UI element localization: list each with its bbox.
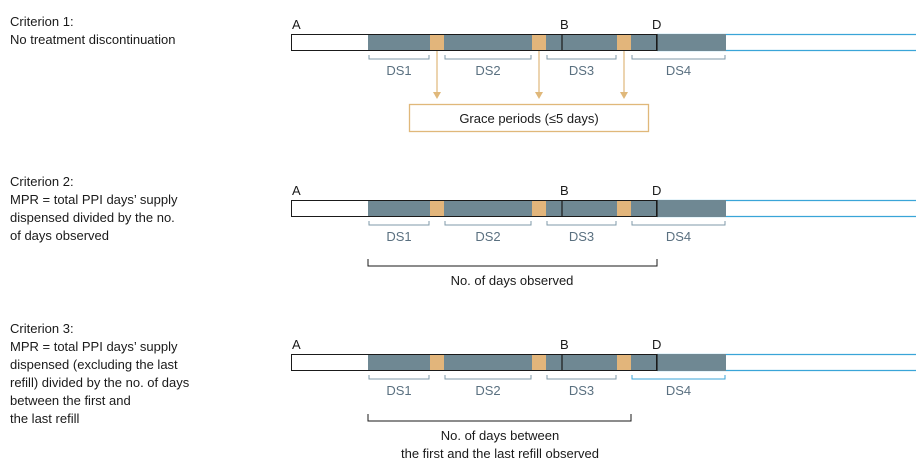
criterion-1-text: Criterion 1: No treatment discontinuatio… (10, 13, 175, 49)
marker-b-row-1: B (560, 17, 569, 32)
grace-periods-box (408, 103, 650, 133)
ds4-bracket (631, 375, 726, 380)
ds1-bracket (368, 55, 430, 60)
grace-period-3 (617, 200, 631, 217)
ds1-label: DS1 (386, 229, 411, 244)
criterion-3-description-line-2: dispensed (excluding the last (10, 357, 178, 372)
ds4-label: DS4 (666, 63, 691, 78)
marker-d-row-1: D (652, 17, 661, 32)
supply-bar (368, 34, 726, 51)
ds1-bracket (368, 375, 430, 380)
ds4-label: DS4 (666, 383, 691, 398)
criterion-3-title: Criterion 3: (10, 321, 74, 336)
criterion-3-description-line-3: refill) divided by the no. of days (10, 375, 190, 390)
criterion-2-description-line-1: MPR = total PPI days’ supply (10, 192, 178, 207)
ds1-bracket (368, 221, 430, 226)
criterion-2-description-line-2: dispensed divided by the no. (10, 210, 175, 225)
ds2-label: DS2 (475, 229, 500, 244)
criterion-1-description: No treatment discontinuation (10, 32, 176, 47)
marker-d-row-2: D (652, 183, 661, 198)
marker-a-row-2: A (292, 183, 301, 198)
ds2-bracket (444, 221, 532, 226)
ds4-bracket (631, 221, 726, 226)
marker-a-row-1: A (292, 17, 301, 32)
ds3-label: DS3 (569, 63, 594, 78)
ds2-bracket (444, 55, 532, 60)
criterion-3-text: Criterion 3: MPR = total PPI days’ suppl… (10, 320, 189, 428)
criterion-3-description-line-1: MPR = total PPI days’ supply (10, 339, 178, 354)
ds3-bracket (546, 221, 617, 226)
grace-period-2 (532, 200, 546, 217)
grace-arrow-head-1 (433, 92, 441, 99)
grace-period-2 (532, 354, 546, 371)
supply-bar (368, 354, 726, 371)
criterion-2-description-line-3: of days observed (10, 228, 110, 243)
grace-arrow-head-3 (620, 92, 628, 99)
ds3-label: DS3 (569, 229, 594, 244)
marker-d-row-3: D (652, 337, 661, 352)
ds4-label: DS4 (666, 229, 691, 244)
ds1-label: DS1 (386, 383, 411, 398)
criterion-3-description-line-4: between the first and (10, 393, 131, 408)
between-refills-label-line-1: No. of days between (441, 428, 560, 443)
ds1-label: DS1 (386, 63, 411, 78)
timeline-row-1 (291, 33, 916, 60)
grace-period-1 (430, 200, 444, 217)
ds2-label: DS2 (475, 383, 500, 398)
ds4-bracket (631, 55, 726, 60)
between-refills-bracket (367, 414, 632, 422)
supply-bar (368, 200, 726, 217)
criterion-2-title: Criterion 2: (10, 174, 74, 189)
grace-arrow-head-2 (535, 92, 543, 99)
between-refills-label-line-2: the first and the last refill observed (401, 446, 599, 461)
grace-period-1 (430, 34, 444, 51)
grace-period-3 (617, 34, 631, 51)
ds2-bracket (444, 375, 532, 380)
marker-b-row-2: B (560, 183, 569, 198)
criterion-1-title: Criterion 1: (10, 14, 74, 29)
grace-periods-label: Grace periods (≤5 days) (459, 111, 598, 126)
ds3-label: DS3 (569, 383, 594, 398)
marker-b-row-3: B (560, 337, 569, 352)
grace-period-1 (430, 354, 444, 371)
criterion-2-text: Criterion 2: MPR = total PPI days’ suppl… (10, 173, 178, 245)
timeline-row-2 (291, 199, 916, 226)
observed-span-label: No. of days observed (451, 273, 574, 288)
ds2-label: DS2 (475, 63, 500, 78)
grace-period-2 (532, 34, 546, 51)
ds3-bracket (546, 55, 617, 60)
observed-span-bracket (367, 259, 658, 267)
timeline-row-3 (291, 353, 916, 380)
grace-period-3 (617, 354, 631, 371)
criterion-3-description-line-5: the last refill (10, 411, 80, 426)
ds3-bracket (546, 375, 617, 380)
marker-a-row-3: A (292, 337, 301, 352)
